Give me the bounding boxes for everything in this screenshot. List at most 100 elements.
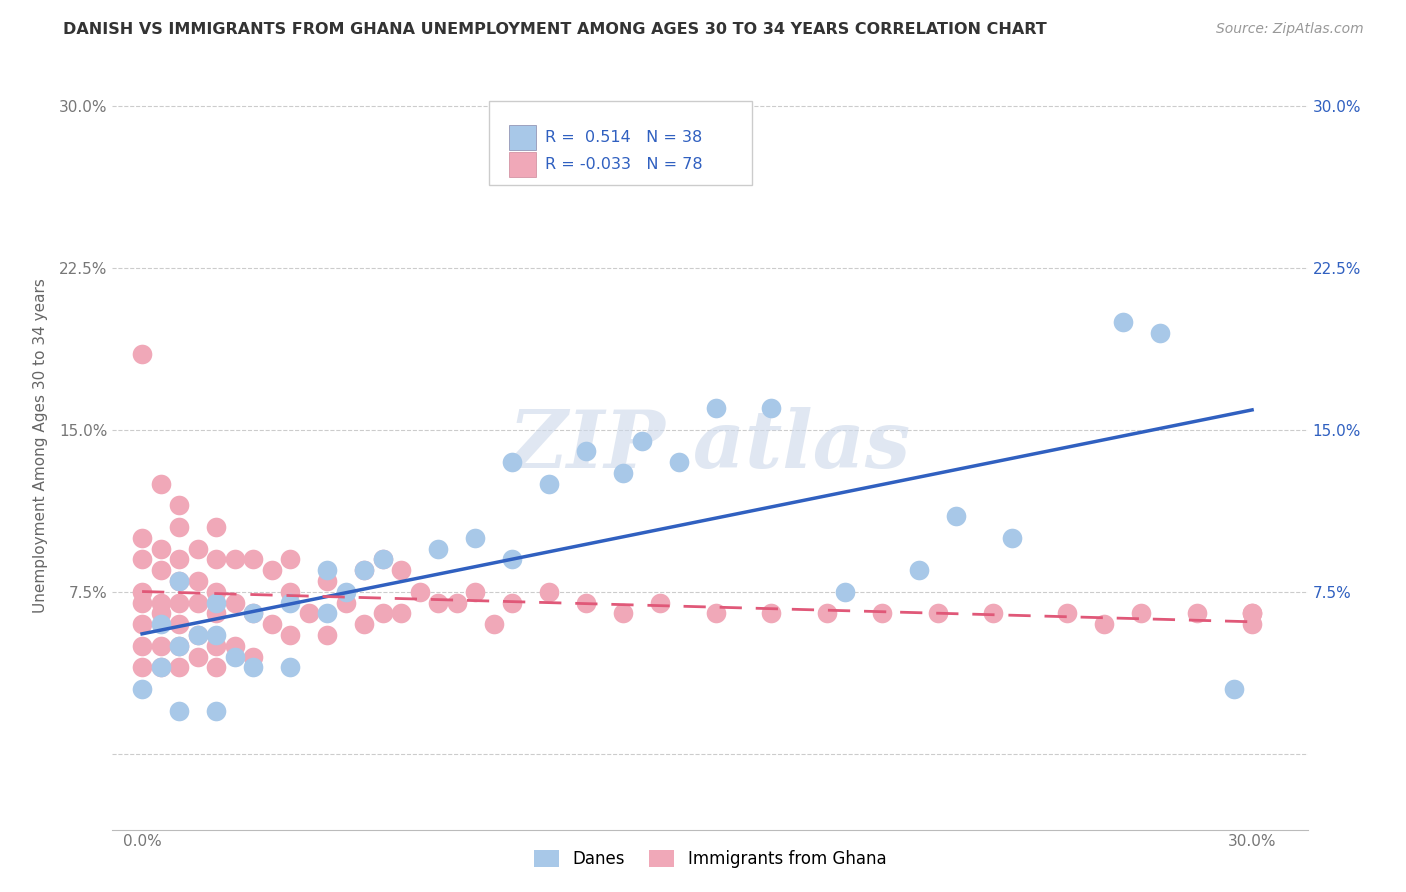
Point xyxy=(131,660,153,674)
Point xyxy=(149,596,172,610)
Point xyxy=(1056,607,1078,621)
Point xyxy=(759,401,782,416)
Point xyxy=(316,628,339,642)
Point xyxy=(167,596,190,610)
Point xyxy=(464,531,486,545)
Point xyxy=(205,585,228,599)
Point xyxy=(1000,531,1022,545)
Point xyxy=(205,596,228,610)
Point xyxy=(242,649,264,664)
Point xyxy=(501,596,523,610)
Point xyxy=(167,660,190,674)
Point xyxy=(131,531,153,545)
Point xyxy=(427,596,450,610)
Point xyxy=(648,596,671,610)
Point xyxy=(1241,617,1264,632)
Point xyxy=(260,563,283,577)
Point xyxy=(278,660,301,674)
Point xyxy=(131,682,153,697)
Point xyxy=(389,563,412,577)
Point xyxy=(205,520,228,534)
Bar xyxy=(509,153,536,177)
Point xyxy=(278,628,301,642)
Point xyxy=(1241,607,1264,621)
Text: ZIP atlas: ZIP atlas xyxy=(509,408,911,484)
Bar xyxy=(509,126,536,150)
Point xyxy=(575,596,598,610)
Point xyxy=(242,552,264,566)
Point xyxy=(131,347,153,361)
Point xyxy=(371,552,394,566)
Point xyxy=(575,444,598,458)
Legend: Danes, Immigrants from Ghana: Danes, Immigrants from Ghana xyxy=(527,844,893,875)
Point xyxy=(242,660,264,674)
Point xyxy=(131,639,153,653)
Point xyxy=(167,574,190,588)
Point xyxy=(464,585,486,599)
Point xyxy=(167,639,190,653)
Point xyxy=(427,541,450,556)
Text: Source: ZipAtlas.com: Source: ZipAtlas.com xyxy=(1216,22,1364,37)
Point xyxy=(167,617,190,632)
Point xyxy=(834,585,856,599)
Point xyxy=(205,607,228,621)
Point xyxy=(945,509,967,524)
Point xyxy=(167,639,190,653)
Point xyxy=(187,574,209,588)
Text: R =  0.514   N = 38: R = 0.514 N = 38 xyxy=(546,130,703,145)
Point xyxy=(260,617,283,632)
Point xyxy=(149,563,172,577)
Point xyxy=(1149,326,1171,340)
Point xyxy=(205,639,228,653)
Point xyxy=(224,596,246,610)
Point xyxy=(316,607,339,621)
Point xyxy=(389,607,412,621)
Point xyxy=(167,704,190,718)
Point xyxy=(278,596,301,610)
Point xyxy=(149,660,172,674)
Point xyxy=(612,466,634,480)
Point xyxy=(353,563,375,577)
Point xyxy=(353,617,375,632)
Point xyxy=(371,607,394,621)
Point xyxy=(187,628,209,642)
Point xyxy=(149,639,172,653)
Point xyxy=(224,649,246,664)
Point xyxy=(482,617,505,632)
Point xyxy=(630,434,652,448)
Point xyxy=(167,520,190,534)
Point xyxy=(501,552,523,566)
Point xyxy=(1111,315,1133,329)
Point xyxy=(278,552,301,566)
Point xyxy=(316,563,339,577)
Point xyxy=(704,607,727,621)
Point xyxy=(870,607,893,621)
Point xyxy=(149,617,172,632)
Point xyxy=(187,596,209,610)
Point xyxy=(187,649,209,664)
Point xyxy=(815,607,838,621)
Point xyxy=(353,563,375,577)
Point xyxy=(242,607,264,621)
Point xyxy=(167,574,190,588)
Point xyxy=(149,607,172,621)
Point xyxy=(668,455,690,469)
Point xyxy=(131,596,153,610)
Point xyxy=(167,499,190,513)
Point xyxy=(981,607,1004,621)
Point xyxy=(205,704,228,718)
Point xyxy=(205,660,228,674)
Point xyxy=(704,401,727,416)
Point xyxy=(408,585,430,599)
Point xyxy=(759,607,782,621)
Point xyxy=(335,585,357,599)
Point xyxy=(538,476,561,491)
Point xyxy=(205,552,228,566)
Point xyxy=(371,552,394,566)
Point xyxy=(1185,607,1208,621)
Point xyxy=(908,563,931,577)
Point xyxy=(187,541,209,556)
Point xyxy=(278,585,301,599)
Point xyxy=(297,607,319,621)
Point xyxy=(131,552,153,566)
